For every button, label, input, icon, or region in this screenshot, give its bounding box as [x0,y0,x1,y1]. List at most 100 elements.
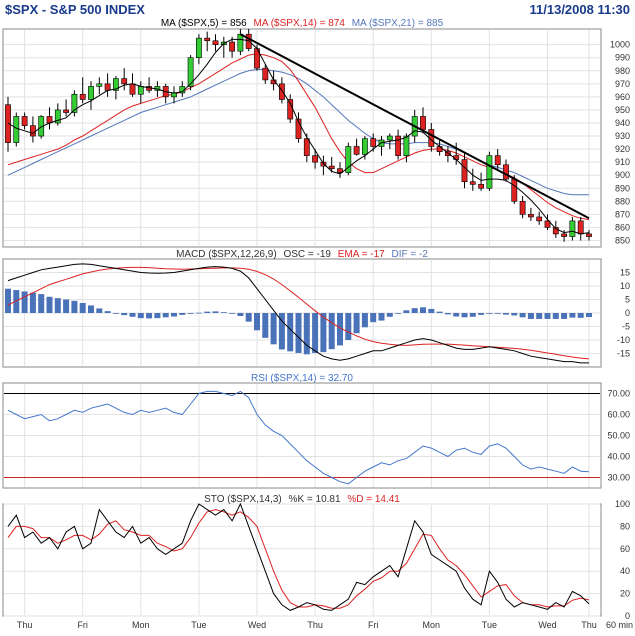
histogram-bar [436,311,443,313]
candle-down [21,116,28,126]
histogram-bar [29,292,36,313]
candle-up [38,116,45,137]
histogram-bar [536,313,543,319]
y-tick-label: 990 [615,53,630,63]
histogram-bar [527,313,534,319]
candle-down [204,37,211,42]
y-tick-label: 870 [615,209,630,219]
y-tick-label: 930 [615,131,630,141]
candle-down [536,216,543,222]
candle-down [494,155,501,166]
x-tick-label: Thu [17,620,33,630]
histogram-bar [88,305,94,313]
histogram-bar [395,313,402,314]
y-tick-label: 950 [615,105,630,115]
y-tick-label: -10 [617,335,630,345]
macd-legend: MACD ($SPX,12,26,9) OSC = -19 EMA = -17 … [176,249,428,260]
candle-down [278,83,285,100]
candle-down [29,125,36,137]
y-tick-label: 980 [615,66,630,76]
histogram-bar [21,291,28,313]
histogram-bar [328,313,335,350]
histogram-bar [220,312,227,313]
histogram-bar [104,311,111,313]
x-tick-label: Tue [191,620,206,630]
x-tick-label: Tue [482,620,497,630]
sto-panel [2,503,602,617]
y-tick-label: 920 [615,144,630,154]
y-tick-label: 100 [615,499,630,509]
y-tick-label: -15 [617,349,630,359]
y-tick-label: 30.00 [607,473,630,483]
candle-up [113,78,119,91]
candle-down [503,164,509,180]
candle-down [461,159,468,183]
x-axis-end-label: 60 min [606,620,633,630]
histogram-bar [577,313,584,318]
candle-down [527,214,534,218]
histogram-bar [5,288,11,313]
histogram-bar [112,313,119,314]
candle-down [444,151,451,156]
y-tick-label: 40.00 [607,452,630,462]
y-tick-label: 910 [615,157,630,167]
y-tick-label: 860 [615,222,630,232]
legend-ma14: MA ($SPX,14) = 874 [253,18,345,29]
histogram-bar [420,307,426,313]
histogram-bar [303,313,310,355]
histogram-bar [411,308,418,313]
histogram-bar [461,313,468,318]
histogram-bar [121,313,128,316]
candle-up [386,135,393,141]
candle-up [237,33,244,52]
x-tick-label: Wed [248,620,266,630]
price-legend: MA ($SPX,5) = 856 MA ($SPX,14) = 874 MA … [161,18,444,29]
histogram-bar [544,313,551,319]
candle-down [245,33,252,49]
histogram-bar [478,313,485,315]
histogram-bar [262,313,269,338]
histogram-bar [503,313,509,315]
histogram-bar [494,313,501,314]
histogram-bar [13,290,20,313]
y-tick-label: 80 [620,521,630,531]
candle-up [96,83,103,87]
histogram-bar [171,313,177,317]
histogram-bar [179,313,186,315]
candle-up [171,92,177,98]
histogram-bar [320,313,327,353]
legend-ema: EMA = -17 [338,249,385,260]
candle-down [436,146,443,153]
histogram-bar [71,300,78,313]
legend-ma21: MA ($SPX,21) = 885 [352,18,444,29]
candle-down [287,99,294,120]
candle-up [486,155,493,189]
candle-down [395,135,401,156]
chart-date: 11/13/2008 11:30 [530,2,631,17]
histogram-bar [444,313,451,315]
histogram-bar [287,313,294,352]
histogram-bar [370,313,377,323]
candle-up [54,109,61,124]
candle-up [187,57,194,87]
y-tick-label: 850 [615,235,630,245]
candle-up [403,135,410,156]
candle-down [295,118,302,139]
sto-legend: STO ($SPX,14,3) %K = 10.81 %D = 14.41 [204,494,400,505]
histogram-bar [237,313,244,316]
y-tick-label: 15 [620,268,630,278]
candle-down [312,155,318,163]
candle-down [353,146,360,155]
candle-down [121,78,128,85]
histogram-bar [46,296,53,313]
price-panel [2,28,602,248]
legend-k: %K = 10.81 [289,494,341,505]
candle-down [337,168,343,173]
legend-d: %D = 14.41 [347,494,400,505]
y-tick-label: 0 [625,308,630,318]
histogram-bar [569,313,576,318]
candle-down [544,220,551,228]
candle-up [137,86,144,95]
histogram-bar [295,313,302,353]
